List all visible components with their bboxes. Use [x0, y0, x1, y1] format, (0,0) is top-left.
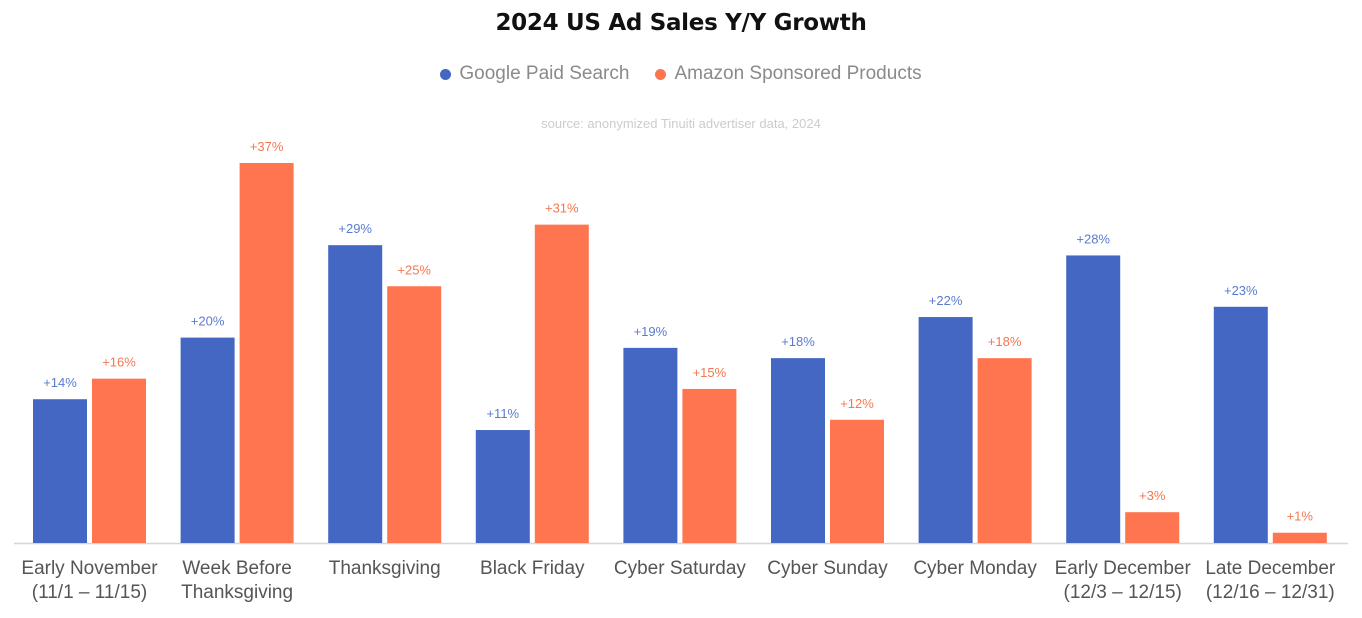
data-label: +12%	[840, 396, 874, 411]
x-tick-label: Black Friday	[480, 558, 585, 579]
bar-amazon	[534, 224, 589, 543]
x-tick-label: (12/3 – 12/15)	[1064, 582, 1182, 603]
data-label: +19%	[634, 324, 668, 339]
legend: Google Paid Search Amazon Sponsored Prod…	[0, 63, 1362, 85]
x-tick-label: Early November	[21, 558, 158, 579]
bar-amazon	[387, 286, 442, 543]
data-label: +15%	[693, 365, 727, 380]
legend-dot-amazon	[655, 68, 667, 80]
bar-amazon	[830, 419, 884, 543]
x-tick-label: Early December	[1055, 558, 1192, 579]
bar-google	[623, 347, 678, 543]
x-tick-label: Late December	[1205, 558, 1336, 579]
legend-item-amazon: Amazon Sponsored Products	[655, 63, 922, 85]
data-label: +29%	[338, 221, 372, 236]
data-label: +1%	[1287, 509, 1314, 524]
chart-title: 2024 US Ad Sales Y/Y Growth	[495, 10, 867, 36]
bar-google	[1066, 255, 1121, 543]
data-label: +18%	[781, 334, 815, 349]
data-label: +3%	[1139, 488, 1166, 503]
data-label: +37%	[250, 139, 284, 154]
x-tick-label: Cyber Saturday	[614, 558, 747, 579]
data-label: +14%	[43, 375, 77, 390]
bar-amazon	[1125, 512, 1180, 543]
data-label: +18%	[988, 334, 1022, 349]
x-tick-label: (12/16 – 12/31)	[1206, 582, 1335, 603]
data-label: +16%	[102, 355, 136, 370]
bar-amazon	[977, 358, 1032, 543]
legend-label-amazon: Amazon Sponsored Products	[674, 63, 922, 84]
bar-amazon	[1272, 532, 1327, 543]
x-tick-label: (11/1 – 11/15)	[32, 582, 147, 603]
bar-amazon	[92, 378, 146, 543]
bar-google	[1213, 306, 1268, 543]
bar-google	[475, 430, 530, 543]
x-tick-label: Week Before	[182, 558, 291, 579]
bar-google	[328, 245, 383, 544]
x-tick-label: Cyber Sunday	[767, 558, 888, 579]
x-tick-label: Thanksgiving	[181, 582, 293, 603]
bar-google	[918, 317, 973, 543]
data-label: +25%	[397, 262, 431, 277]
legend-label-google: Google Paid Search	[459, 63, 630, 84]
bar-google	[180, 337, 235, 543]
chart-source-note: source: anonymized Tinuiti advertiser da…	[541, 116, 821, 131]
x-tick-label: Cyber Monday	[913, 558, 1037, 579]
data-label: +20%	[191, 314, 225, 329]
data-label: +31%	[545, 201, 579, 216]
bar-google	[33, 399, 87, 543]
bar-google	[771, 358, 825, 543]
bar-amazon	[239, 163, 294, 543]
legend-dot-google	[440, 68, 452, 80]
bar-amazon	[682, 388, 737, 543]
legend-item-google: Google Paid Search	[440, 63, 629, 85]
data-label: +22%	[929, 293, 963, 308]
x-tick-label: Thanksgiving	[329, 558, 441, 579]
data-label: +28%	[1076, 231, 1110, 246]
data-label: +11%	[486, 406, 519, 421]
data-label: +23%	[1224, 283, 1258, 298]
